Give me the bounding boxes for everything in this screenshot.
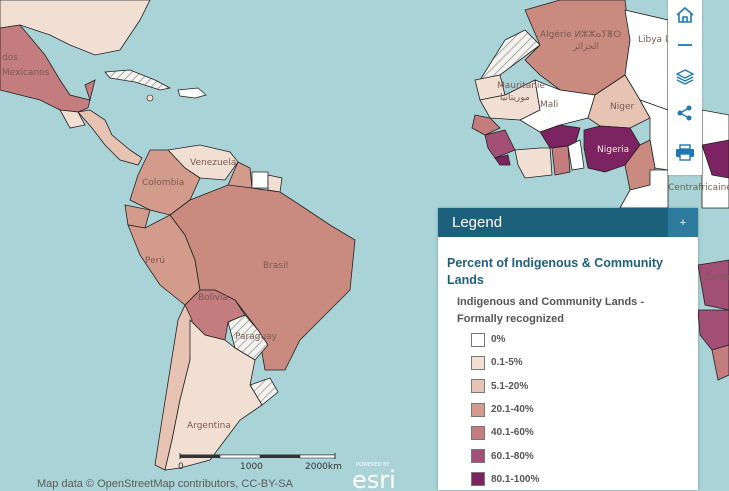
legend-swatch <box>471 332 485 347</box>
ghana-region[interactable] <box>551 145 571 176</box>
legend-item: 20.1-40% <box>471 398 539 421</box>
legend-item: 0.1-5% <box>471 351 539 374</box>
legend-swatch <box>471 402 485 417</box>
central-america-region[interactable] <box>77 109 143 166</box>
legend-swatch <box>471 379 485 394</box>
home-button[interactable] <box>668 0 702 30</box>
legend-header: Legend + <box>438 208 698 237</box>
niger-region[interactable] <box>587 74 651 129</box>
madagascar-region[interactable] <box>711 344 729 381</box>
home-icon <box>676 6 694 23</box>
senegal-region[interactable] <box>471 114 501 136</box>
guinea-region[interactable] <box>484 129 516 159</box>
guatemala-region[interactable] <box>59 109 86 129</box>
legend-sublayer-title: Indigenous and Community Lands - Formall… <box>457 296 644 325</box>
label-paraguay: Paraguay <box>235 332 278 342</box>
legend-layer-title: Percent of Indigenous & Community Lands <box>447 256 663 287</box>
legend-item: 80.1-100% <box>471 468 539 491</box>
scale-bar: 0 1000 2000km <box>178 453 342 472</box>
legend-panel: Legend + Percent of Indigenous & Communi… <box>438 208 698 490</box>
togo-benin-region[interactable] <box>567 139 585 171</box>
label-algerie-ar: الجزائر <box>572 42 599 52</box>
legend-swatch <box>471 449 485 464</box>
label-brasil: Brasil <box>263 261 288 271</box>
legend-item: 60.1-80% <box>471 444 539 467</box>
label-libya: Libya ليبيا <box>638 35 679 45</box>
cote-ivoire-region[interactable] <box>514 147 553 179</box>
print-button[interactable] <box>668 138 702 168</box>
hispaniola-region[interactable] <box>177 87 207 99</box>
legend-item: 40.1-60% <box>471 421 539 444</box>
legend-swatch <box>471 355 485 370</box>
legend-swatch <box>471 472 485 487</box>
esri-logo[interactable]: POWERED BY esri <box>352 458 412 490</box>
legend-item: 5.1-20% <box>471 375 539 398</box>
burkina-region[interactable] <box>539 124 581 149</box>
mozambique-region[interactable] <box>697 309 729 351</box>
guiana-region[interactable] <box>267 174 283 193</box>
cuba-region[interactable] <box>104 69 172 91</box>
label-nigeria: Nigeria <box>597 145 629 155</box>
map-toolbar <box>668 0 702 175</box>
label-mauritanie-ar: موريتانيا <box>500 93 530 103</box>
label-colombia: Colombia <box>142 178 184 188</box>
legend-item-label: 60.1-80% <box>491 450 534 462</box>
share-button[interactable] <box>668 98 702 128</box>
label-mexico-top: dos <box>2 53 18 63</box>
map-attribution[interactable]: Map data © OpenStreetMap contributors, C… <box>37 478 293 490</box>
label-zambia: Zambia <box>704 273 729 283</box>
label-venezuela: Venezuela <box>190 158 236 168</box>
legend-item-label: 5.1-20% <box>491 380 529 392</box>
argentina-region[interactable] <box>164 319 263 471</box>
legend-swatch <box>471 425 485 440</box>
legend-item-label: 0.1-5% <box>491 357 523 369</box>
legend-item-label: 40.1-60% <box>491 427 534 439</box>
legend-item-label: 80.1-100% <box>491 473 540 485</box>
scale-label-0: 0 <box>178 462 184 472</box>
esri-powered: POWERED BY <box>356 462 390 468</box>
zoom-out-button[interactable] <box>668 30 702 60</box>
jamaica-region[interactable] <box>146 94 154 102</box>
label-bolivia: Bolivia <box>198 293 228 303</box>
label-centrafricaine: Centrafricaine <box>668 183 729 193</box>
legend-item-label: 0% <box>491 334 506 346</box>
label-niger: Niger <box>610 102 634 112</box>
label-mali: Mali <box>540 100 558 110</box>
scale-label-1000: 1000 <box>240 462 263 472</box>
share-icon <box>677 105 692 121</box>
esri-brand: esri <box>352 466 396 490</box>
sierra-leone-region[interactable] <box>494 154 511 166</box>
label-peru: Perú <box>145 256 165 266</box>
sudan-region[interactable] <box>701 139 729 179</box>
label-argentina: Argentina <box>187 421 231 431</box>
brasil-region[interactable] <box>169 184 356 371</box>
legend-toggle-button[interactable]: + <box>668 208 698 237</box>
legend-items: 0% 0.1-5% 5.1-20% 20.1-40% 40.1-60% 60.1-80% 8… <box>471 328 539 491</box>
label-mauritanie: Mauritanie <box>497 81 545 91</box>
legend-item-label: 20.1-40% <box>491 404 534 416</box>
scale-label-2000: 2000km <box>305 462 342 472</box>
minus-icon <box>678 44 692 46</box>
mexico-region[interactable] <box>0 24 96 113</box>
layers-button[interactable] <box>668 62 702 92</box>
legend-item: 0% <box>471 328 539 351</box>
legend-title: Legend <box>452 214 503 231</box>
label-mexico-bottom: Mexicanos <box>2 68 50 78</box>
label-algerie: Algérie ⵍⵣⵣⴰⵢⴻⵔ <box>540 29 621 40</box>
suriname-region[interactable] <box>251 171 269 189</box>
print-icon <box>676 144 694 161</box>
zambia-region[interactable] <box>697 259 729 311</box>
layers-icon <box>675 69 695 85</box>
